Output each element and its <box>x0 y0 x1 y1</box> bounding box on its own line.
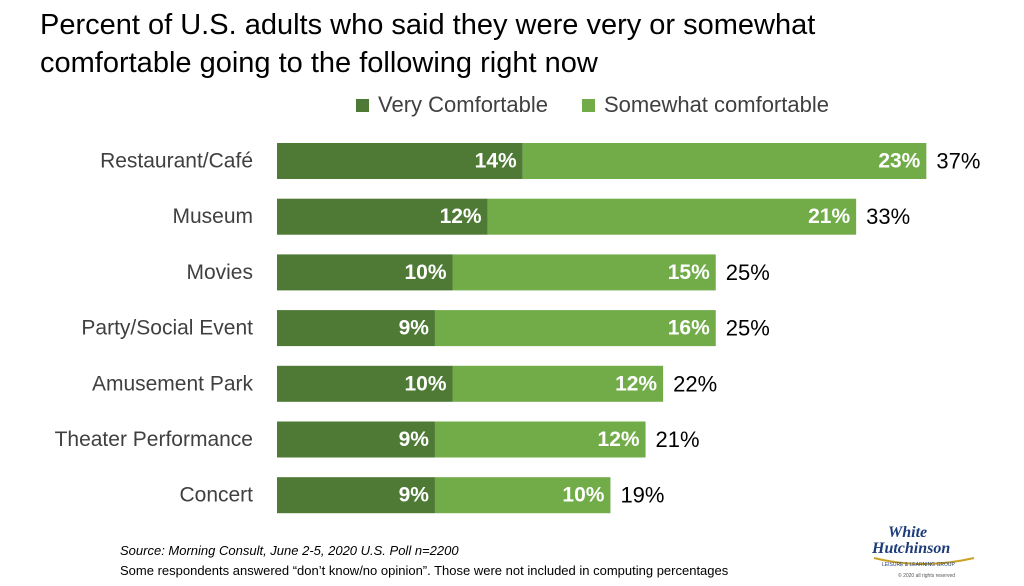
bar-segment <box>277 421 435 458</box>
bar-segment <box>277 365 453 402</box>
bar-segment <box>434 310 716 347</box>
legend-swatch-somewhat <box>581 98 595 112</box>
logo-copyright: © 2020 all rights reserved <box>898 572 955 579</box>
source-block: Source: Morning Consult, June 2-5, 2020 … <box>120 541 728 581</box>
data-label: 12% <box>598 428 640 451</box>
data-label: 10% <box>562 484 604 507</box>
logo-line-2: Hutchinson <box>871 540 950 557</box>
logo-tagline: LEISURE & LEARNING GROUP <box>882 562 955 568</box>
total-label: 33% <box>866 204 910 229</box>
source-text: Source: Morning Consult, June 2-5, 2020 … <box>120 543 459 558</box>
logo-swoosh-icon <box>873 557 975 565</box>
data-label: 12% <box>615 372 657 395</box>
chart-title-line-2: comfortable going to the following right… <box>40 47 598 79</box>
category-label: Party/Social Event <box>81 317 253 340</box>
chart-title: Percent of U.S. adults who said they wer… <box>40 6 1000 82</box>
chart-title-line-1: Percent of U.S. adults who said they wer… <box>40 9 816 41</box>
data-label: 9% <box>399 484 430 507</box>
data-label: 12% <box>440 205 482 228</box>
bar-segment <box>277 143 523 179</box>
bar-segment <box>277 254 453 291</box>
bar-segment <box>452 365 664 402</box>
total-label: 22% <box>673 371 717 396</box>
total-label: 25% <box>726 260 770 285</box>
category-label: Amusement Park <box>92 372 254 395</box>
data-label: 10% <box>404 372 446 395</box>
legend-item-somewhat: Somewhat comfortable <box>581 92 829 118</box>
legend-item-very: Very Comfortable <box>356 92 548 118</box>
legend-label-somewhat: Somewhat comfortable <box>603 92 829 117</box>
category-label: Restaurant/Café <box>100 150 253 173</box>
legend-label-very: Very Comfortable <box>378 92 548 117</box>
note-text: Some respondents answered “don’t know/no… <box>120 563 729 578</box>
bar-segment <box>277 477 435 514</box>
legend-swatch-very <box>356 98 369 112</box>
legend: Very Comfortable Somewhat comfortable <box>356 92 863 118</box>
bar-segment <box>522 143 927 179</box>
bar-segment <box>487 198 857 235</box>
category-label: Theater Performance <box>55 428 253 451</box>
total-label: 19% <box>620 483 664 508</box>
bar-segment <box>277 198 488 235</box>
data-label: 15% <box>668 261 710 284</box>
data-label: 10% <box>404 261 446 284</box>
data-label: 9% <box>399 317 430 340</box>
category-label: Movies <box>186 261 253 284</box>
data-label: 14% <box>475 150 517 173</box>
data-label: 23% <box>878 150 920 173</box>
bar-segment <box>452 254 716 291</box>
category-label: Concert <box>179 484 253 507</box>
data-label: 9% <box>399 428 430 451</box>
data-label: 16% <box>668 317 710 340</box>
total-label: 21% <box>656 427 700 452</box>
bar-segment <box>434 421 646 458</box>
total-label: 25% <box>726 316 770 341</box>
category-label: Museum <box>172 205 253 228</box>
bar-segment <box>277 310 435 347</box>
white-hutchinson-logo: White Hutchinson LEISURE & LEARNING GROU… <box>871 524 975 579</box>
data-label: 21% <box>808 205 850 228</box>
total-label: 37% <box>936 149 980 174</box>
logo-line-1: White <box>888 524 927 541</box>
bar-segment <box>434 477 611 514</box>
